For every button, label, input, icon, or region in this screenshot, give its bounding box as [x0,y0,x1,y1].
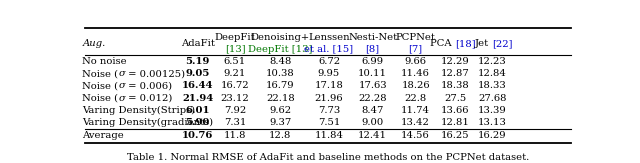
Text: 27.68: 27.68 [478,94,507,103]
Text: 18.33: 18.33 [478,82,507,90]
Text: Noise (: Noise ( [83,82,118,90]
Text: Noise (: Noise ( [83,69,118,78]
Text: 9.00: 9.00 [362,118,384,127]
Text: σ: σ [118,94,125,103]
Text: 18.26: 18.26 [401,82,430,90]
Text: 9.05: 9.05 [186,69,210,78]
Text: [18]: [18] [455,39,476,48]
Text: 18.38: 18.38 [441,82,470,90]
Text: 12.87: 12.87 [441,69,470,78]
Text: 9.66: 9.66 [404,57,426,66]
Text: [22]: [22] [492,39,513,48]
Text: 22.8: 22.8 [404,94,427,103]
Text: Denoising+: Denoising+ [251,33,310,42]
Text: 12.29: 12.29 [441,57,470,66]
Text: DeepFit: DeepFit [214,33,255,42]
Text: 13.42: 13.42 [401,118,430,127]
Text: 13.39: 13.39 [478,106,507,115]
Text: 13.66: 13.66 [441,106,470,115]
Text: 16.72: 16.72 [221,82,250,90]
Text: 5.90: 5.90 [186,118,210,127]
Text: 17.18: 17.18 [314,82,344,90]
Text: 11.84: 11.84 [314,132,344,141]
Text: No noise: No noise [83,57,127,66]
Text: DeepFit [13]: DeepFit [13] [248,44,312,54]
Text: Noise (: Noise ( [83,94,118,103]
Text: 7.31: 7.31 [224,118,246,127]
Text: 10.38: 10.38 [266,69,295,78]
Text: 7.92: 7.92 [224,106,246,115]
Text: 7.73: 7.73 [318,106,340,115]
Text: 9.95: 9.95 [318,69,340,78]
Text: = 0.012): = 0.012) [125,94,173,103]
Text: 7.51: 7.51 [318,118,340,127]
Text: 8.47: 8.47 [362,106,384,115]
Text: 13.13: 13.13 [478,118,507,127]
Text: Aug.: Aug. [83,39,106,48]
Text: 6.51: 6.51 [224,57,246,66]
Text: Jet: Jet [475,39,492,48]
Text: et al. [15]: et al. [15] [305,44,353,54]
Text: 9.21: 9.21 [224,69,246,78]
Text: σ: σ [118,82,125,90]
Text: 12.23: 12.23 [478,57,507,66]
Text: 16.29: 16.29 [478,132,507,141]
Text: 11.74: 11.74 [401,106,430,115]
Text: 16.25: 16.25 [441,132,470,141]
Text: 11.46: 11.46 [401,69,430,78]
Text: Varing Density(gradients): Varing Density(gradients) [83,118,214,127]
Text: σ: σ [118,69,125,78]
Text: Lenssen: Lenssen [308,33,350,42]
Text: 12.81: 12.81 [441,118,470,127]
Text: 9.62: 9.62 [269,106,291,115]
Text: 22.18: 22.18 [266,94,295,103]
Text: 10.11: 10.11 [358,69,387,78]
Text: [8]: [8] [365,44,380,54]
Text: 23.12: 23.12 [221,94,250,103]
Text: 21.96: 21.96 [315,94,343,103]
Text: [7]: [7] [408,44,422,54]
Text: = 0.006): = 0.006) [125,82,173,90]
Text: 6.99: 6.99 [362,57,384,66]
Text: 5.19: 5.19 [186,57,210,66]
Text: Varing Density(Strips): Varing Density(Strips) [83,106,196,115]
Text: 14.56: 14.56 [401,132,430,141]
Text: Average: Average [83,132,124,141]
Text: 8.48: 8.48 [269,57,292,66]
Text: 12.41: 12.41 [358,132,387,141]
Text: Table 1. Normal RMSE of AdaFit and baseline methods on the PCPNet dataset.: Table 1. Normal RMSE of AdaFit and basel… [127,153,529,162]
Text: 16.79: 16.79 [266,82,294,90]
Text: PCPNet: PCPNet [396,33,435,42]
Text: 11.8: 11.8 [224,132,246,141]
Text: [13]: [13] [225,44,245,54]
Text: 22.28: 22.28 [358,94,387,103]
Text: 6.72: 6.72 [318,57,340,66]
Text: 12.84: 12.84 [478,69,507,78]
Text: 6.01: 6.01 [186,106,210,115]
Text: 9.37: 9.37 [269,118,291,127]
Text: AdaFit: AdaFit [181,39,215,48]
Text: 21.94: 21.94 [182,94,213,103]
Text: = 0.00125): = 0.00125) [125,69,186,78]
Text: 12.8: 12.8 [269,132,292,141]
Text: 27.5: 27.5 [444,94,467,103]
Text: Nesti-Net: Nesti-Net [348,33,397,42]
Text: 16.44: 16.44 [182,82,214,90]
Text: PCA: PCA [431,39,455,48]
Text: 10.76: 10.76 [182,132,214,141]
Text: 17.63: 17.63 [358,82,387,90]
